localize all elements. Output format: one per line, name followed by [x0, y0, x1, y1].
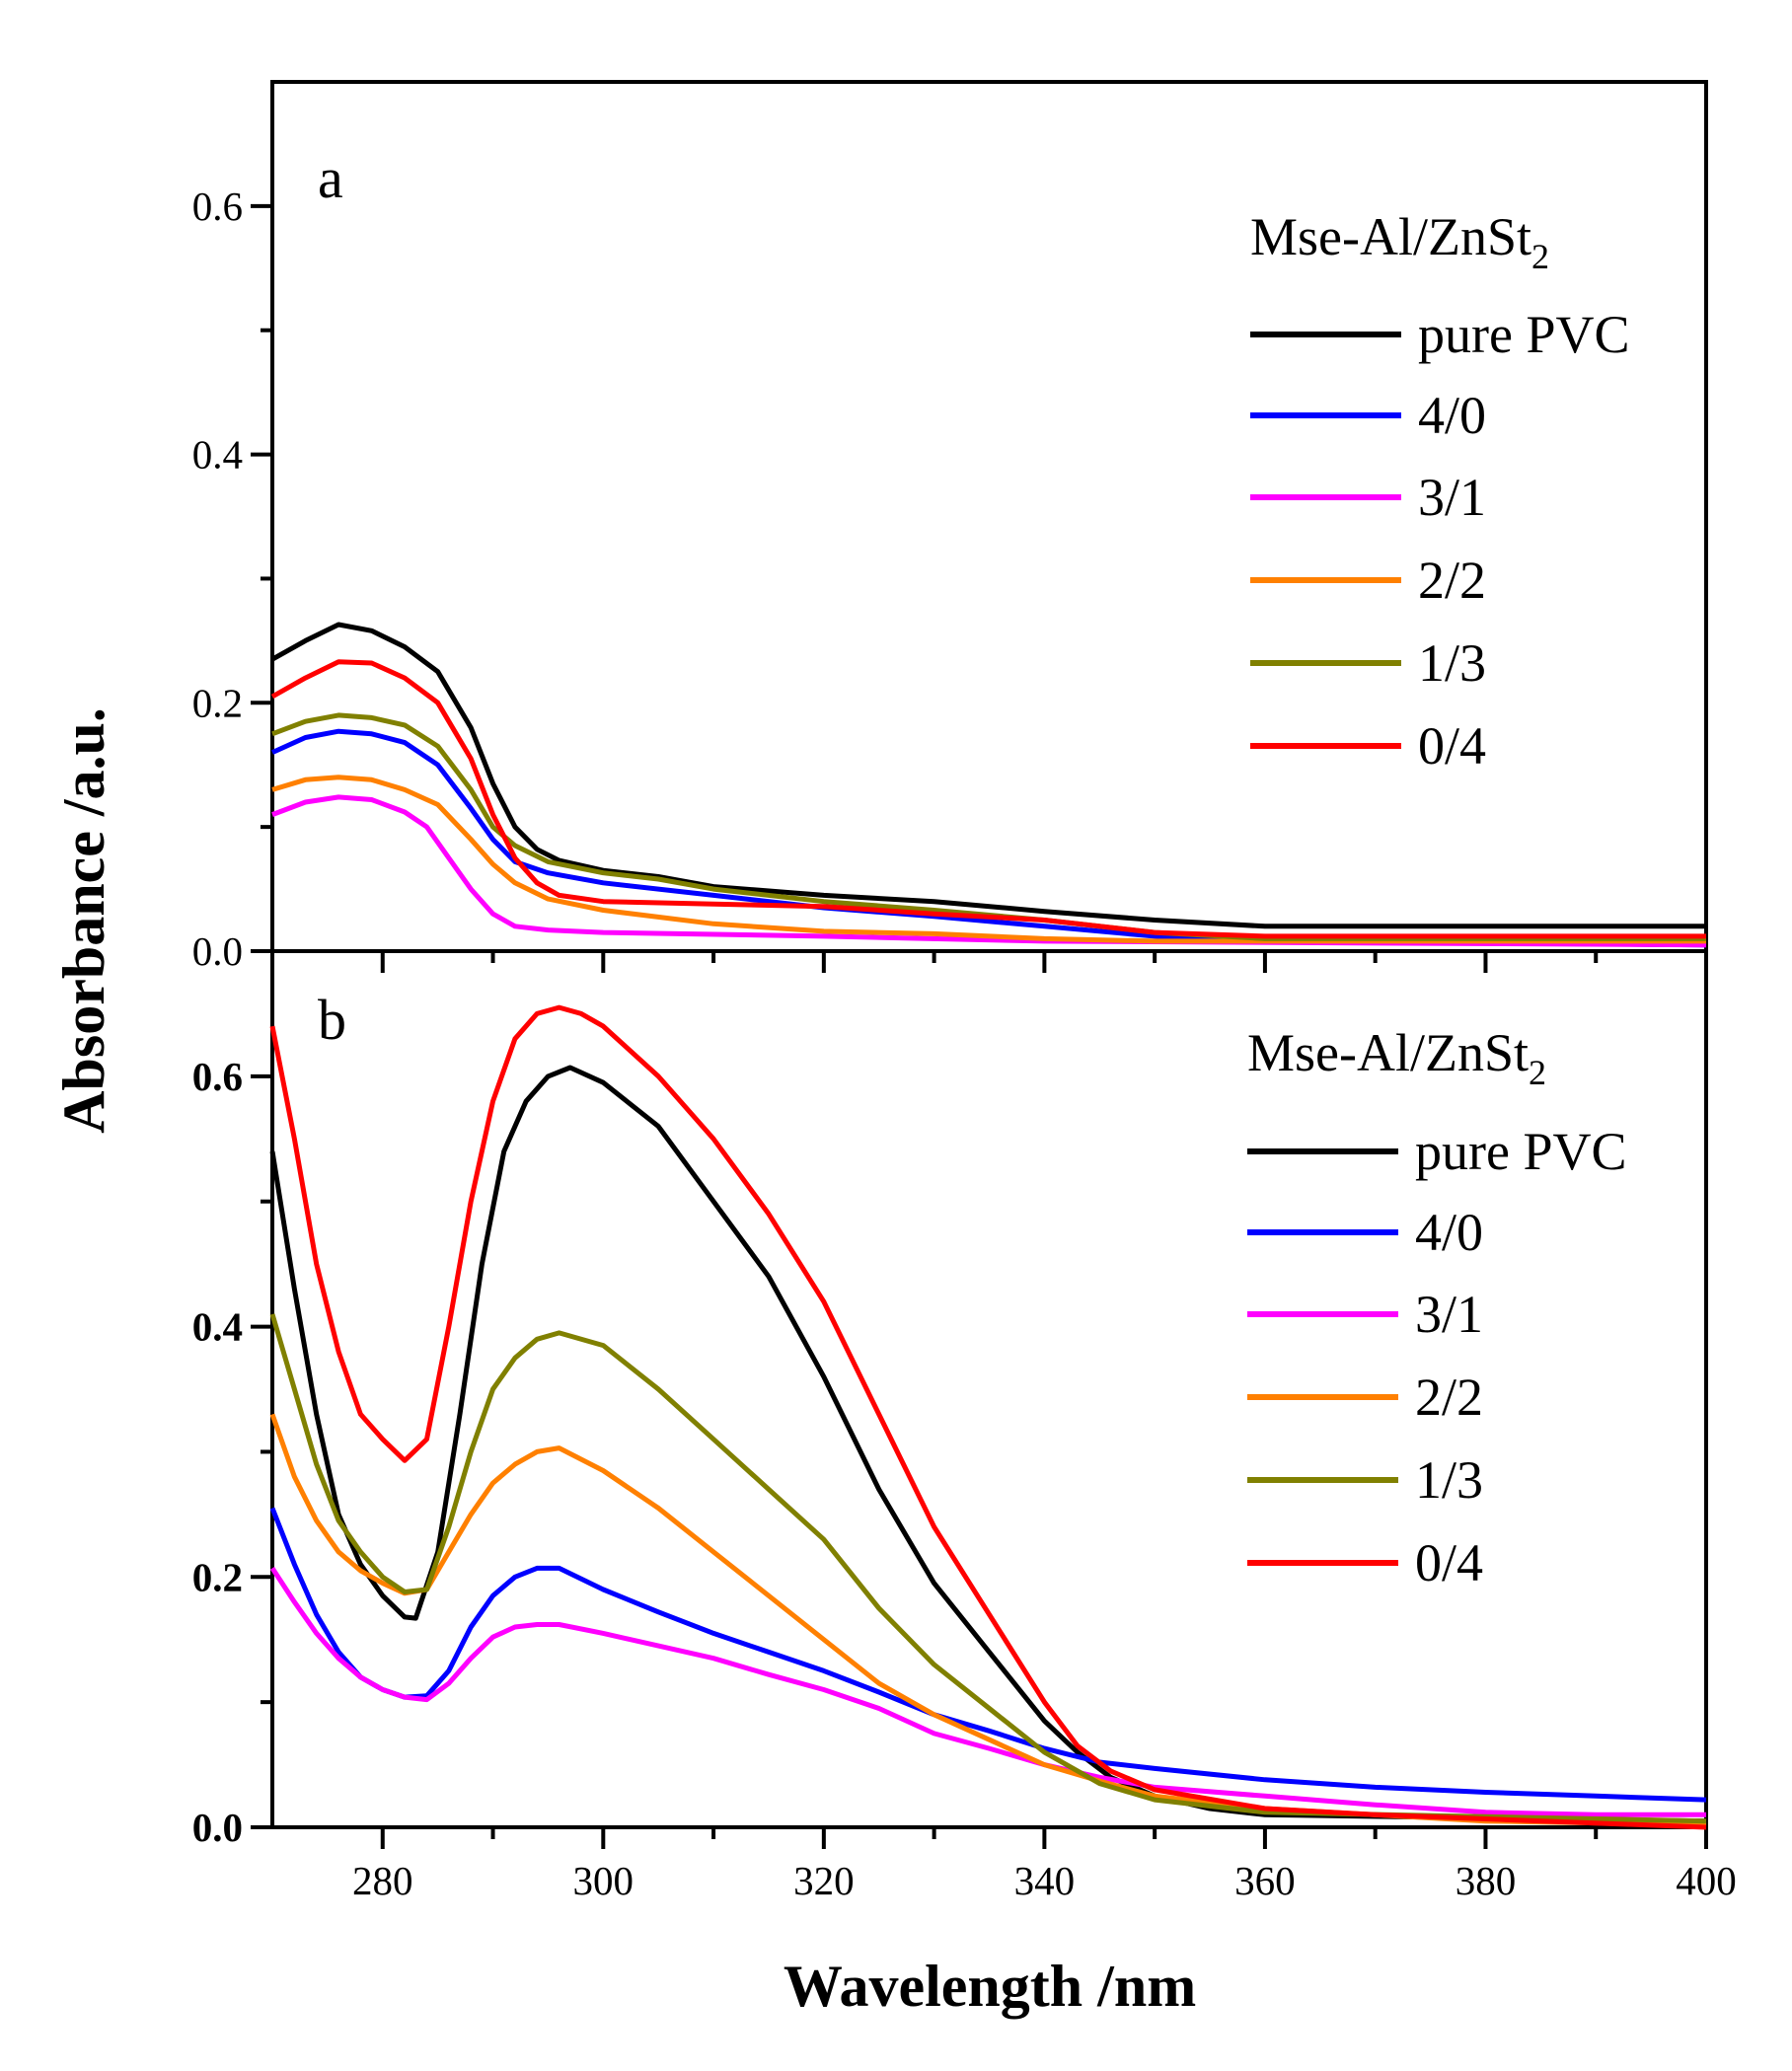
legend-title: Mse-Al/ZnSt2: [1247, 1023, 1546, 1092]
x-tick-label: 300: [573, 1858, 635, 1903]
y-tick-label: 0.4: [192, 1304, 243, 1350]
y-tick-label: 0.6: [192, 184, 243, 229]
series-line-2-2: [271, 775, 1706, 944]
panel-b-legend: Mse-Al/ZnSt2 pure PVC 4/0 3/1 2/2 1/3 0/4: [1247, 1023, 1627, 1592]
panel-b-frame: [270, 949, 1708, 1829]
legend-label: 2/2: [1415, 1368, 1483, 1427]
legend-label: 4/0: [1418, 386, 1486, 445]
y-tick-label: 0.6: [192, 1054, 243, 1099]
x-tick-label: 360: [1234, 1858, 1296, 1903]
panel-a-curves: [270, 622, 1707, 948]
legend-title: Mse-Al/ZnSt2: [1250, 207, 1549, 276]
series-line-4-0: [270, 728, 1707, 948]
x-tick-label: 320: [793, 1858, 855, 1903]
legend-label: 0/4: [1415, 1533, 1483, 1592]
legend-label: pure PVC: [1418, 305, 1630, 364]
legend-label: 1/3: [1418, 633, 1486, 693]
x-tick-label: 340: [1014, 1858, 1076, 1903]
y-tick-label: 0.4: [192, 432, 243, 478]
legend-label: pure PVC: [1415, 1122, 1627, 1181]
legend-label: 3/1: [1415, 1285, 1483, 1344]
series-line-0-4: [270, 659, 1706, 939]
series-line-2-2: [269, 1413, 1707, 1827]
y-axis-label: Absorbance /a.u.: [51, 707, 116, 1134]
legend-label: 2/2: [1418, 551, 1486, 610]
y-tick-label: 0.0: [192, 928, 243, 974]
legend-label: 0/4: [1418, 716, 1486, 776]
series-line-1-3: [269, 1313, 1707, 1824]
x-tick-label: 400: [1676, 1858, 1737, 1903]
panel-a: a 0.0 0.2 0.4 0.6 Mse-Al/ZnSt2 pure PVC 4/0 3…: [192, 80, 1708, 974]
legend-label: 3/1: [1418, 468, 1486, 527]
legend-label: 4/0: [1415, 1203, 1483, 1262]
x-tick-label: 380: [1456, 1858, 1517, 1903]
y-tick-label: 0.0: [192, 1805, 243, 1850]
series-line-3-1: [269, 1567, 1706, 1817]
panel-b: b 280 300 320 340 360 380 400 0.0 0.2 0.4 0.6 Mse-…: [192, 949, 1737, 1903]
panel-b-label: b: [318, 988, 346, 1052]
y-tick-label: 0.2: [192, 680, 243, 725]
panel-b-curves: [269, 1004, 1707, 1830]
panel-a-legend: Mse-Al/ZnSt2 pure PVC 4/0 3/1 2/2 1/3 0/4: [1250, 207, 1630, 776]
y-tick-label: 0.2: [192, 1554, 243, 1599]
series-line-3-1: [271, 794, 1707, 948]
series-line-0-4: [269, 1004, 1707, 1830]
legend-label: 1/3: [1415, 1450, 1483, 1510]
panel-b-ticks: 280 300 320 340 360 380 400 0.0 0.2 0.4 0.6: [192, 1054, 1737, 1903]
panel-a-label: a: [318, 146, 343, 210]
series-line-pure-pvc: [270, 622, 1706, 929]
x-tick-label: 280: [352, 1858, 413, 1903]
x-axis-label: Wavelength /nm: [784, 1954, 1196, 2019]
